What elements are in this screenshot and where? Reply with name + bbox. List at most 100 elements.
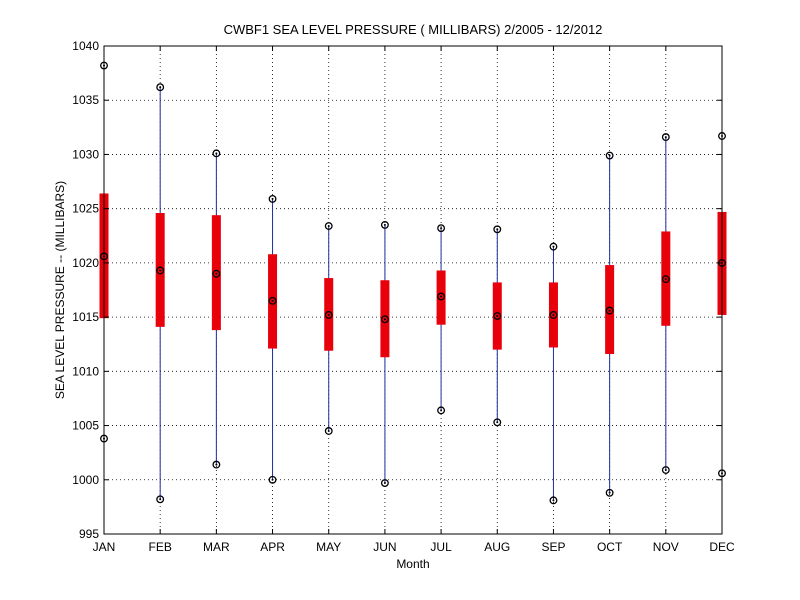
median-marker (212, 269, 221, 278)
max-marker (437, 224, 446, 233)
median-marker-dot (608, 309, 611, 312)
x-axis-label: Month (396, 557, 429, 571)
median-marker (493, 312, 502, 320)
box-group-feb (155, 83, 165, 504)
max-marker-dot (664, 136, 667, 139)
max-marker-dot (327, 225, 330, 228)
max-marker (324, 222, 333, 230)
max-marker (493, 225, 502, 234)
x-tick-label-feb: FEB (149, 540, 172, 554)
y-tick-label: 1015 (72, 310, 99, 324)
x-tick-label-nov: NOV (653, 540, 679, 554)
max-marker-dot (496, 228, 499, 231)
x-tick-label-jul: JUL (430, 540, 452, 554)
median-marker (549, 310, 558, 319)
max-marker-dot (552, 245, 555, 248)
median-marker-dot (215, 272, 218, 275)
iqr-box (211, 215, 221, 331)
x-tick-label-apr: APR (260, 540, 285, 554)
min-marker-dot (496, 421, 499, 424)
x-tick-label-jun: JUN (373, 540, 396, 554)
box-group-oct (605, 151, 615, 497)
median-marker (380, 315, 389, 324)
grid-layer (104, 46, 722, 534)
median-marker (268, 296, 277, 305)
min-marker-dot (664, 469, 667, 472)
x-tick-label-jan: JAN (93, 540, 116, 554)
y-tick-label: 1040 (72, 39, 99, 53)
y-tick-label: 1000 (72, 473, 99, 487)
max-marker-dot (440, 227, 443, 230)
min-marker-dot (383, 482, 386, 485)
min-marker (493, 418, 502, 427)
x-tick-label-sep: SEP (541, 540, 565, 554)
max-marker (549, 242, 558, 251)
box-group-mar (211, 149, 221, 469)
median-marker (605, 306, 614, 315)
y-tick-label: 1030 (72, 147, 99, 161)
y-tick-label: 1020 (72, 256, 99, 270)
median-marker (437, 292, 446, 301)
min-marker (380, 479, 389, 487)
y-axis-label: SEA LEVEL PRESSURE -- (MILLIBARS) (53, 181, 67, 399)
box-group-nov (661, 133, 671, 474)
median-marker-dot (159, 269, 162, 272)
iqr-box (605, 265, 615, 354)
max-marker-dot (215, 152, 218, 155)
max-marker-dot (608, 154, 611, 157)
min-marker-dot (608, 491, 611, 494)
min-marker-dot (271, 478, 274, 481)
min-marker (156, 495, 165, 504)
chart-title: CWBF1 SEA LEVEL PRESSURE ( MILLIBARS) 2/… (224, 22, 603, 37)
y-tick-label: 1005 (72, 419, 99, 433)
median-marker-dot (440, 295, 443, 298)
max-marker (661, 133, 670, 142)
min-marker-dot (159, 498, 162, 501)
y-tick-label: 1035 (72, 93, 99, 107)
max-marker (156, 83, 165, 92)
min-marker (437, 406, 446, 415)
max-marker-dot (383, 223, 386, 226)
max-marker-dot (271, 197, 274, 200)
min-marker (661, 466, 670, 474)
min-marker (324, 427, 333, 435)
median-marker (661, 275, 670, 284)
box-group-apr (268, 194, 278, 484)
median-marker-dot (552, 313, 555, 316)
max-marker (380, 220, 389, 229)
min-marker-dot (327, 429, 330, 432)
min-marker-dot (215, 463, 218, 466)
median-marker (324, 310, 333, 319)
x-tick-label-aug: AUG (484, 540, 510, 554)
median-marker (156, 266, 165, 275)
max-marker (268, 194, 277, 203)
min-marker (549, 496, 558, 505)
box-group-jun (380, 220, 390, 487)
median-marker-dot (383, 318, 386, 321)
median-marker-dot (327, 313, 330, 316)
median-marker-dot (664, 278, 667, 281)
box-group-jul (436, 224, 446, 415)
box-layer (99, 61, 727, 505)
min-marker-dot (552, 499, 555, 502)
plot-frame (103, 45, 723, 535)
min-marker (212, 460, 221, 469)
x-tick-label-oct: OCT (597, 540, 623, 554)
min-marker-dot (440, 409, 443, 412)
x-tick-label-dec: DEC (709, 540, 735, 554)
y-tick-label: 1010 (72, 364, 99, 378)
x-tick-label-may: MAY (316, 540, 341, 554)
max-marker (212, 149, 221, 158)
box-group-sep (548, 242, 558, 505)
median-marker-dot (271, 299, 274, 302)
iqr-box (436, 270, 446, 325)
max-marker (605, 151, 614, 160)
box-group-aug (492, 225, 502, 427)
axis-layer: 995 1000 1005 1010 1015 1020 1025 1030 1035 1040 J… (72, 39, 735, 554)
y-tick-label: 1025 (72, 202, 99, 216)
x-tick-label-mar: MAR (203, 540, 230, 554)
box-group-may (324, 222, 334, 435)
y-tick-label: 995 (79, 527, 99, 541)
median-marker-dot (496, 315, 499, 318)
